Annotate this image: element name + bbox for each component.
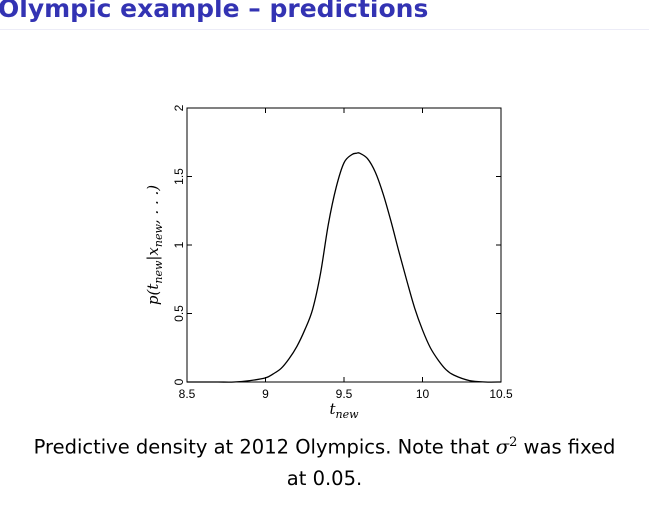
x-axis-label: tnew [329,400,359,421]
y-tick-label: 2 [172,104,186,111]
slide-title: Olympic example – predictions [0,0,429,23]
density-curve-line [187,152,502,383]
y-tick-label: 1.5 [172,168,186,185]
caption-line-1: Predictive density at 2012 Olympics. Not… [0,427,649,463]
sigma-exponent: 2 [509,435,518,450]
x-tick-label: 8.5 [179,387,196,401]
x-tick-label: 10 [416,387,430,401]
figure-caption: Predictive density at 2012 Olympics. Not… [0,427,649,494]
caption-text-after: was fixed [517,435,616,459]
x-tick-label: 9.5 [336,387,353,401]
density-curve-layer [187,152,502,383]
caption-line-2: at 0.05. [286,466,363,490]
x-tick-label: 10.5 [489,387,513,401]
y-axis-label: p(tnew|xnew, . . .) [144,185,165,305]
caption-text-before: Predictive density at 2012 Olympics. Not… [33,435,496,459]
plot-area-frame [186,107,502,383]
y-tick-label: 1 [172,241,186,248]
y-tick-label: 0 [172,378,186,385]
title-divider [0,29,649,30]
svg-text:p(tnew|xnew, . . .): p(tnew|xnew, . . .) [144,185,165,305]
tick-marks [186,107,502,383]
x-tick-label: 9 [262,387,269,401]
tick-labels: 8.5 9 9.5 10 10.5 0 0.5 1 1.5 2 [172,104,513,401]
y-tick-label: 0.5 [172,305,186,322]
sigma-symbol: σ [495,435,510,459]
